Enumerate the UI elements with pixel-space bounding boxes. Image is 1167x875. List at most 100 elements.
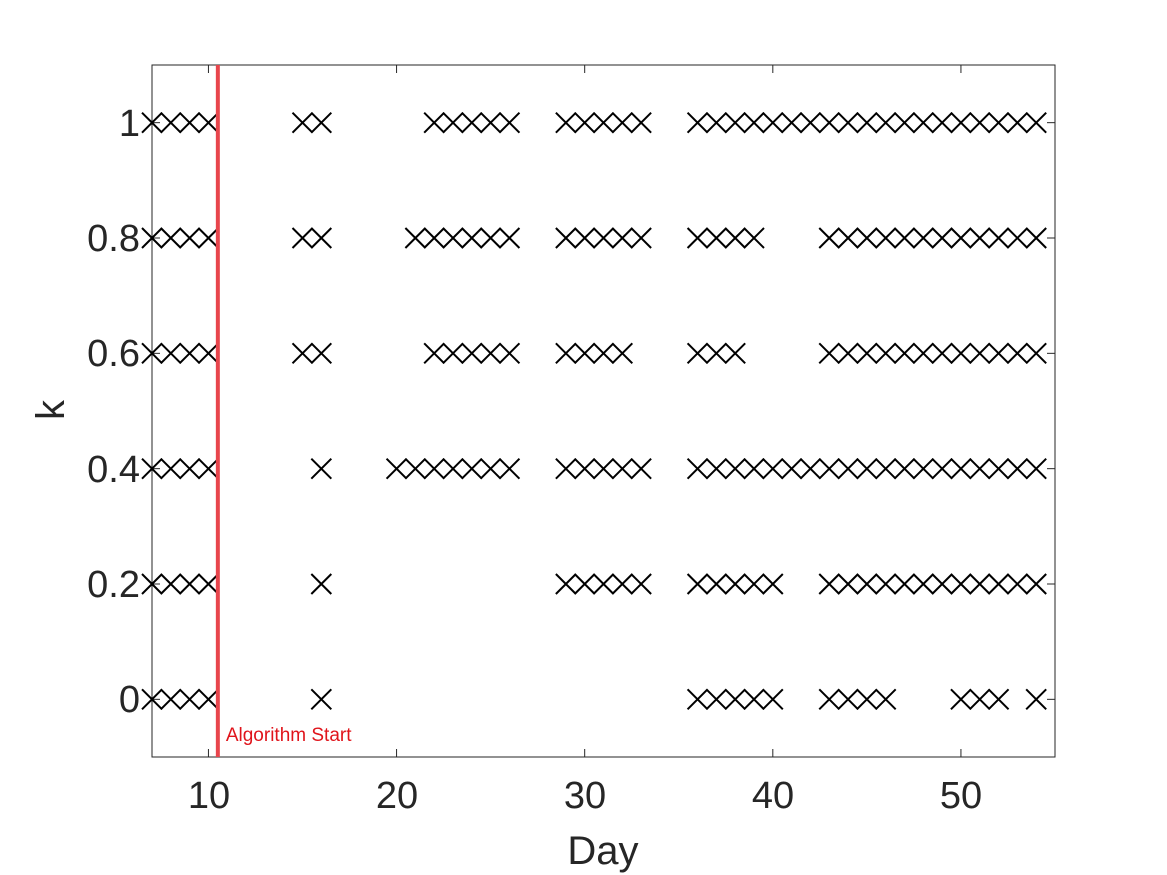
data-point-marker: [442, 457, 464, 480]
data-point-marker: [893, 342, 916, 365]
data-point-marker: [724, 573, 746, 595]
data-point-marker: [969, 688, 991, 711]
data-point-marker: [592, 573, 615, 595]
data-point-marker: [931, 342, 953, 365]
data-point-marker: [724, 688, 746, 711]
data-point-marker: [141, 688, 163, 711]
data-point-marker: [893, 573, 916, 595]
data-point-marker: [686, 573, 709, 595]
data-point-marker: [799, 457, 822, 480]
data-point-marker: [837, 227, 859, 249]
data-point-marker: [404, 227, 427, 249]
data-point-marker: [893, 227, 916, 249]
y-tick-label: 1: [119, 103, 140, 145]
data-point-marker: [950, 111, 972, 134]
data-point-marker: [310, 688, 333, 711]
data-point-marker: [461, 342, 483, 365]
data-point-marker: [160, 227, 182, 249]
data-point-marker: [555, 573, 577, 595]
data-point-marker: [479, 457, 502, 480]
data-point-marker: [555, 342, 577, 365]
data-point-marker: [498, 227, 521, 249]
data-point-marker: [931, 111, 953, 134]
data-point-marker: [592, 342, 615, 365]
data-point-marker: [856, 342, 878, 365]
data-point-marker: [178, 573, 201, 595]
data-point-marker: [987, 688, 1010, 711]
data-point-marker: [141, 227, 163, 249]
data-point-marker: [611, 342, 634, 365]
data-point-marker: [743, 227, 765, 249]
y-axis-ticks: 0 0.2 0.4 0.6 0.8 1: [87, 103, 140, 721]
data-point-marker: [686, 688, 709, 711]
data-point-marker: [893, 457, 916, 480]
data-point-marker: [931, 573, 953, 595]
y-tick-label: 0: [119, 679, 140, 721]
y-tick-label: 0.2: [87, 564, 140, 606]
data-point-marker: [197, 573, 220, 595]
data-point-marker: [630, 573, 652, 595]
data-point-marker: [969, 227, 991, 249]
data-point-marker: [310, 457, 333, 480]
data-point-marker: [611, 457, 634, 480]
data-point-marker: [837, 342, 859, 365]
data-point-marker: [1006, 342, 1029, 365]
data-point-marker: [573, 457, 596, 480]
data-point-marker: [686, 227, 709, 249]
x-tick-label: 40: [752, 775, 794, 817]
data-point-marker: [893, 111, 916, 134]
data-point-marker: [912, 342, 935, 365]
data-point-marker: [160, 688, 182, 711]
data-point-marker: [592, 111, 615, 134]
chart-marks: [141, 111, 1047, 711]
data-point-marker: [987, 573, 1010, 595]
data-point-marker: [291, 342, 314, 365]
data-point-marker: [818, 342, 840, 365]
data-point-marker: [856, 688, 878, 711]
data-point-marker: [912, 227, 935, 249]
data-point-marker: [987, 457, 1010, 480]
data-point-marker: [461, 227, 483, 249]
data-point-marker: [724, 111, 746, 134]
data-point-marker: [141, 457, 163, 480]
data-point-marker: [630, 227, 652, 249]
data-point-marker: [818, 111, 840, 134]
data-point-marker: [969, 111, 991, 134]
data-point-marker: [555, 111, 577, 134]
x-axis-ticks: 10 20 30 40 50: [188, 775, 982, 817]
data-point-marker: [743, 457, 765, 480]
data-point-marker: [573, 227, 596, 249]
data-point-marker: [310, 573, 333, 595]
data-point-marker: [423, 342, 445, 365]
data-point-marker: [555, 227, 577, 249]
data-point-marker: [686, 111, 709, 134]
data-point-marker: [818, 688, 840, 711]
data-point-marker: [686, 342, 709, 365]
data-point-marker: [1025, 342, 1047, 365]
data-point-marker: [611, 573, 634, 595]
data-point-marker: [912, 457, 935, 480]
data-point-marker: [724, 457, 746, 480]
data-point-marker: [762, 688, 784, 711]
data-point-marker: [178, 457, 201, 480]
data-point-marker: [461, 457, 483, 480]
data-point-marker: [931, 457, 953, 480]
data-point-marker: [573, 573, 596, 595]
y-tick-label: 0.6: [87, 333, 140, 375]
data-point-marker: [837, 688, 859, 711]
y-axis-title: k: [29, 399, 73, 420]
data-point-marker: [705, 573, 728, 595]
data-point-marker: [630, 457, 652, 480]
data-point-marker: [160, 573, 182, 595]
y-tick-label: 0.8: [87, 218, 140, 260]
data-point-marker: [931, 227, 953, 249]
data-point-marker: [573, 342, 596, 365]
data-point-marker: [1006, 573, 1029, 595]
data-point-marker: [799, 111, 822, 134]
data-point-marker: [874, 111, 897, 134]
data-point-marker: [404, 457, 427, 480]
data-point-marker: [555, 457, 577, 480]
data-point-marker: [1025, 688, 1047, 711]
data-point-marker: [1025, 111, 1047, 134]
data-point-marker: [178, 111, 201, 134]
